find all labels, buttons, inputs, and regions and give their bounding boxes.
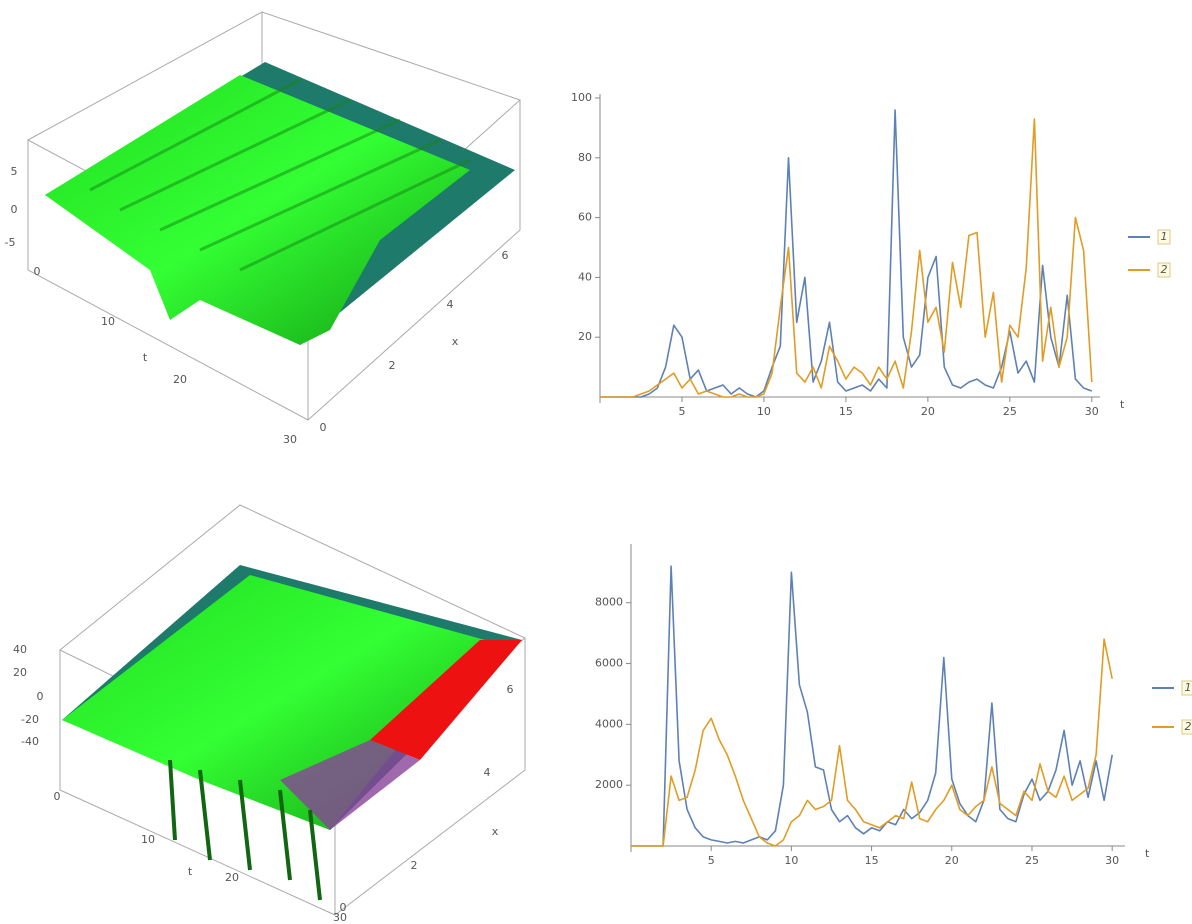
- x-tick-label: 5: [678, 405, 685, 418]
- axis-label: t: [143, 351, 148, 364]
- surface-ridge: [89, 78, 471, 272]
- x-tick-label: 5: [708, 854, 715, 867]
- legend-box: [1181, 680, 1192, 696]
- y-tick-label: 2000: [595, 778, 623, 791]
- x-tick-label: 20: [921, 405, 935, 418]
- legend-box: [1157, 229, 1171, 245]
- surface-plot-bottom: [59, 504, 526, 916]
- x-tick-label: 10: [784, 854, 798, 867]
- axis-tick-label: 0: [34, 265, 41, 278]
- x-tick-label: 10: [757, 405, 771, 418]
- x-tick-label: 15: [839, 405, 853, 418]
- series-line: [631, 638, 1113, 847]
- y-tick-label: 60: [578, 211, 592, 224]
- surface-plot-top: [26, 11, 521, 421]
- series-line: [631, 565, 1113, 847]
- axis-label: t: [1120, 398, 1125, 411]
- x-tick-label: 25: [1003, 405, 1017, 418]
- legend-box: [1181, 719, 1192, 735]
- legend-box: [1157, 262, 1171, 278]
- series-line: [600, 109, 1093, 398]
- surface-red: [370, 640, 522, 760]
- axis-tick-label: 4: [447, 298, 454, 311]
- axis-tick-label: 20: [13, 666, 27, 679]
- y-tick-label: 80: [578, 151, 592, 164]
- y-tick-label: 20: [578, 330, 592, 343]
- axis-label: x: [452, 335, 459, 348]
- x-tick-label: 30: [1105, 854, 1119, 867]
- y-tick-label: 6000: [595, 657, 623, 670]
- y-tick-label: 8000: [595, 596, 623, 609]
- axis-tick-label: -40: [21, 735, 39, 748]
- x-tick-label: 15: [865, 854, 879, 867]
- y-tick-label: 40: [578, 270, 592, 283]
- legend-label: 2: [1185, 720, 1192, 733]
- series-line: [600, 118, 1093, 398]
- axis-label: t: [1145, 847, 1150, 860]
- axis-tick-label: -5: [5, 236, 16, 249]
- axis-tick-label: 30: [283, 433, 297, 446]
- axis-tick-label: 4: [484, 766, 491, 779]
- surface-spikes: [168, 759, 322, 901]
- axis-tick-label: 0: [320, 421, 327, 434]
- axis-tick-label: 6: [502, 249, 509, 262]
- axis-tick-label: 20: [225, 871, 239, 884]
- surface: [45, 75, 470, 345]
- axis-tick-label: 40: [13, 643, 27, 656]
- axis-tick-label: 0: [54, 790, 61, 803]
- legend-label: 2: [1161, 263, 1168, 276]
- axis-tick-label: 0: [340, 901, 347, 914]
- legend-label: 1: [1185, 681, 1192, 694]
- surface-purple: [280, 740, 420, 830]
- axis-tick-label: 2: [411, 859, 418, 872]
- axis-tick-label: 2: [389, 359, 396, 372]
- y-tick-label: 100: [571, 91, 592, 104]
- axis-tick-label: 10: [101, 315, 115, 328]
- axis-tick-label: -20: [21, 713, 39, 726]
- axis-tick-label: 20: [173, 373, 187, 386]
- y-tick-label: 4000: [595, 717, 623, 730]
- axis-label: t: [188, 865, 193, 878]
- axis-tick-label: 0: [11, 203, 18, 216]
- x-tick-label: 30: [1085, 405, 1099, 418]
- x-tick-label: 25: [1025, 854, 1039, 867]
- axis-label: x: [492, 825, 499, 838]
- axis-tick-label: 10: [141, 833, 155, 846]
- legend-label: 1: [1161, 230, 1168, 243]
- axis-tick-label: 6: [507, 683, 514, 696]
- x-tick-label: 20: [945, 854, 959, 867]
- axis-tick-label: 0: [37, 690, 44, 703]
- axis-tick-label: 5: [11, 165, 18, 178]
- axis-tick-label: 30: [333, 911, 347, 924]
